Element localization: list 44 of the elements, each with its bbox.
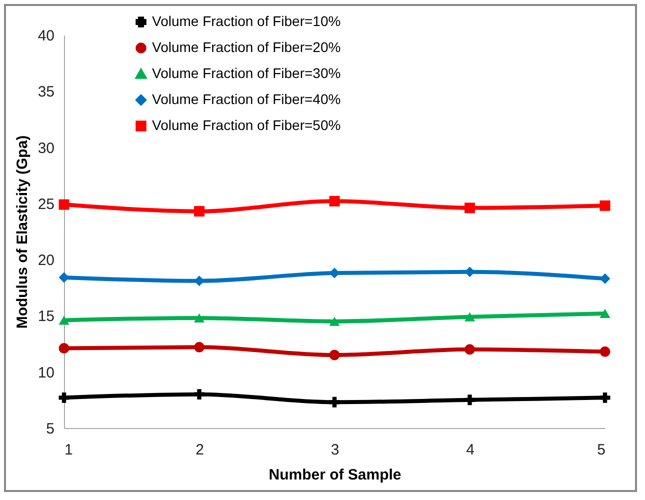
point (58, 392, 70, 403)
point (194, 342, 204, 352)
legend-label: Volume Fraction of Fiber=50% (152, 117, 341, 133)
legend-label: Volume Fraction of Fiber=10% (152, 13, 341, 29)
legend-label: Volume Fraction of Fiber=20% (152, 39, 341, 55)
point (329, 396, 340, 408)
point (464, 394, 475, 406)
point (329, 350, 340, 360)
point (600, 308, 610, 318)
point (329, 196, 340, 206)
point (194, 313, 204, 322)
point (600, 346, 610, 357)
y-tick-label: 40 (38, 28, 54, 44)
point (194, 276, 204, 286)
y-tick-label: 5 (46, 420, 54, 438)
point (58, 272, 70, 283)
y-tick-label: 35 (38, 84, 54, 101)
x-tick-label: 2 (196, 442, 204, 458)
x-tick-label: 3 (330, 442, 340, 458)
y-tick-label: 10 (38, 364, 54, 382)
x-axis-title: Number of Sample (268, 466, 402, 484)
x-tick-label: 5 (597, 442, 606, 458)
y-tick-label: 20 (38, 252, 54, 270)
point (464, 312, 475, 322)
point (194, 206, 204, 217)
point (600, 273, 610, 284)
y-axis-title: Modulus of Elasticity (Gpa) (14, 135, 31, 329)
point (600, 200, 610, 211)
point (58, 316, 70, 325)
y-tick-label: 30 (38, 140, 54, 157)
x-tick-label: 1 (64, 442, 73, 458)
point (194, 389, 204, 400)
legend-label: Volume Fraction of Fiber=30% (152, 65, 341, 81)
point (464, 202, 475, 214)
point (58, 199, 70, 210)
y-tick-label: 15 (38, 308, 54, 326)
point (58, 343, 70, 354)
point (464, 344, 475, 355)
legend-label: Volume Fraction of Fiber=40% (152, 91, 341, 107)
point (329, 316, 340, 326)
point (464, 266, 475, 278)
x-tick-label: 4 (466, 442, 474, 458)
point (600, 392, 610, 403)
y-tick-label: 25 (38, 196, 54, 213)
